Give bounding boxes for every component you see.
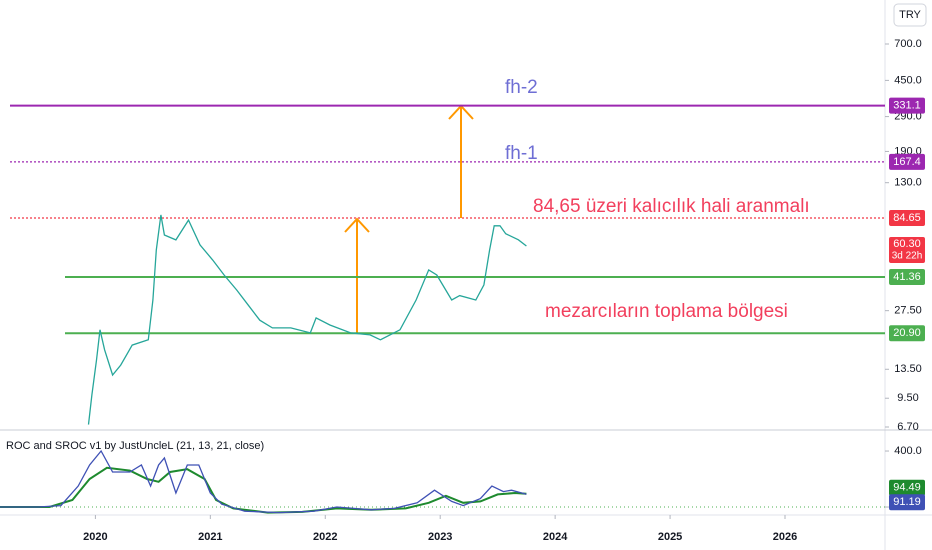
indicator-title: ROC and SROC v1 by JustUncleL (21, 13, 2…: [6, 440, 264, 452]
arrow: [344, 217, 370, 333]
x-tick-label: 2026: [773, 531, 797, 543]
y-tick-label: 6.70: [897, 421, 918, 433]
y-tick-label: 130.0: [894, 177, 922, 189]
y-tick-label: 400.0: [894, 445, 922, 457]
last-value-bg: [889, 494, 925, 511]
x-tick-label: 2024: [543, 531, 568, 543]
level-label-bg: [889, 325, 925, 342]
currency-box[interactable]: [893, 3, 927, 27]
level-label: 331.1: [893, 100, 921, 112]
x-tick-label: 2022: [313, 531, 337, 543]
price-line: [0, 449, 527, 514]
countdown: 3d 22h: [892, 251, 923, 262]
y-tick-label: 700.0: [894, 38, 922, 50]
last-value-label: 91.19: [893, 496, 921, 508]
level-label-bg: [889, 269, 925, 286]
annotation: mezarcıların toplama bölgesi: [545, 301, 788, 322]
level-label: 167.4: [893, 156, 921, 168]
level-label: 20.90: [893, 327, 921, 339]
last-value-bg: [889, 479, 925, 496]
last-price: 60.30: [893, 238, 921, 250]
annotation: fh-1: [505, 143, 538, 164]
price-line: [87, 214, 527, 425]
level-label-bg: [889, 153, 925, 170]
y-tick-label: 13.50: [894, 363, 922, 375]
level-label-bg: [889, 210, 925, 227]
x-tick-label: 2025: [658, 531, 682, 543]
last-price-bg: [889, 236, 925, 263]
level-label: 41.36: [893, 271, 921, 283]
x-tick-label: 2020: [83, 531, 107, 543]
currency: TRY: [899, 9, 921, 21]
y-tick-label: 450.0: [894, 74, 922, 86]
price-line: [0, 466, 527, 514]
x-tick-label: 2023: [428, 531, 452, 543]
level-label: 84.65: [893, 212, 921, 224]
x-tick-label: 2021: [198, 531, 222, 543]
y-tick-label: 9.50: [897, 392, 918, 404]
annotation: fh-2: [505, 77, 538, 98]
last-value-label: 94.49: [893, 482, 921, 494]
y-tick-label: 27.50: [894, 305, 922, 317]
level-label-bg: [889, 97, 925, 114]
annotation: 84,65 üzeri kalıcılık hali aranmalı: [533, 196, 810, 217]
